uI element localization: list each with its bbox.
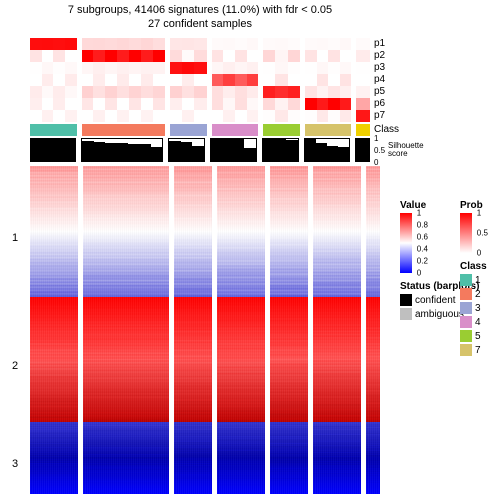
class-legend: Class 123457: [460, 261, 487, 358]
prob-colorbar: [460, 213, 472, 253]
title-line-2: 27 confident samples: [30, 18, 370, 30]
plot-area: [30, 38, 370, 498]
signature-heatmap: [30, 166, 370, 494]
silhouette-barplot: [30, 138, 370, 162]
probability-heatmap: [30, 38, 370, 122]
title-line-1: 7 subgroups, 41406 signatures (11.0%) wi…: [30, 4, 370, 16]
value-colorbar: [400, 213, 412, 273]
class-legend-title: Class: [460, 261, 487, 272]
silhouette-axis-label: Silhouettescore: [388, 142, 424, 158]
prob-legend-title: Prob: [460, 200, 487, 211]
class-color-bar: [30, 124, 370, 136]
legends-right: Prob 10.50 Class 123457: [460, 200, 487, 366]
prob-legend: Prob 10.50: [460, 200, 487, 253]
prob-row-labels: p1p2p3p4p5p6p7Class: [374, 38, 399, 136]
